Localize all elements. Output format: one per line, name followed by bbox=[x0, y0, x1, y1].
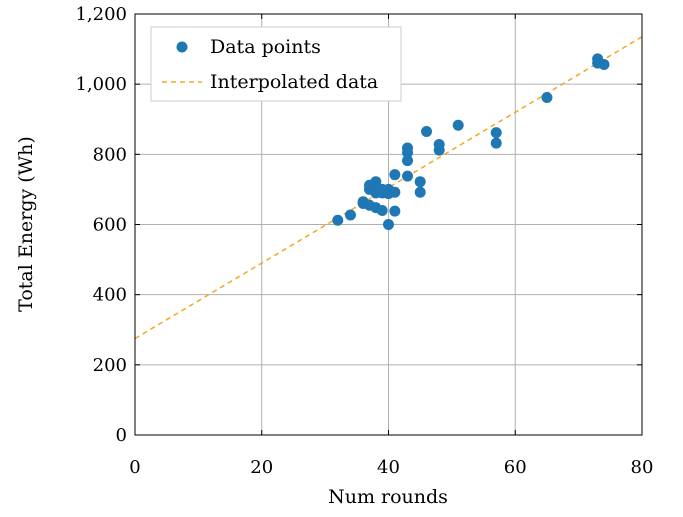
x-tick-label: 20 bbox=[250, 457, 273, 478]
x-tick-label: 80 bbox=[631, 457, 654, 478]
data-point bbox=[421, 126, 433, 138]
legend-label-data-points: Data points bbox=[210, 36, 321, 58]
data-point bbox=[383, 219, 394, 230]
data-point bbox=[389, 169, 401, 181]
legend: Data points Interpolated data bbox=[150, 26, 402, 102]
y-tick-label: 200 bbox=[93, 355, 127, 376]
y-tick-label: 400 bbox=[93, 285, 127, 306]
legend-marker-data-points bbox=[176, 41, 188, 53]
data-point bbox=[490, 137, 502, 149]
y-tick-label: 0 bbox=[116, 425, 127, 446]
y-axis-label: Total Energy (Wh) bbox=[15, 136, 37, 312]
legend-box bbox=[150, 26, 402, 102]
legend-label-interpolated: Interpolated data bbox=[210, 71, 378, 93]
x-tick-label: 0 bbox=[129, 457, 140, 478]
x-axis-label: Num rounds bbox=[328, 486, 448, 508]
x-tick-label: 60 bbox=[504, 457, 527, 478]
data-point bbox=[433, 139, 445, 151]
data-point bbox=[402, 142, 414, 154]
data-point bbox=[490, 127, 502, 139]
data-point bbox=[452, 119, 464, 131]
data-point bbox=[414, 176, 426, 188]
data-point bbox=[389, 205, 401, 217]
data-point bbox=[402, 170, 414, 182]
data-point bbox=[376, 204, 388, 216]
y-tick-label: 600 bbox=[93, 215, 127, 236]
data-point bbox=[541, 91, 553, 103]
x-tick-label: 40 bbox=[377, 457, 400, 478]
data-point bbox=[414, 186, 426, 198]
data-point bbox=[332, 214, 344, 226]
data-point bbox=[402, 155, 414, 167]
plot-area bbox=[135, 36, 642, 340]
data-point bbox=[344, 209, 356, 221]
data-point bbox=[370, 176, 382, 188]
axis-ticks bbox=[134, 13, 643, 436]
data-point bbox=[389, 186, 401, 198]
y-tick-label: 800 bbox=[93, 144, 127, 165]
y-tick-label: 1,000 bbox=[75, 74, 127, 95]
data-point bbox=[598, 59, 610, 71]
y-tick-label: 1,200 bbox=[75, 4, 127, 25]
